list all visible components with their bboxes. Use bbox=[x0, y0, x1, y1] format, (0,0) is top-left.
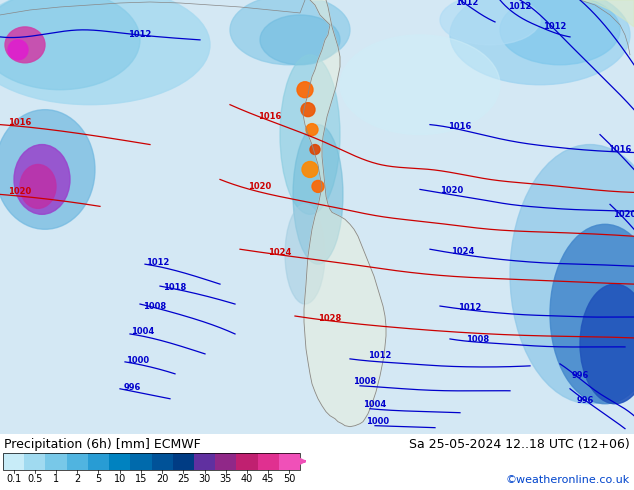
Text: 1000: 1000 bbox=[366, 417, 389, 426]
Ellipse shape bbox=[0, 0, 140, 90]
Bar bbox=[172, 453, 194, 470]
Polygon shape bbox=[580, 0, 634, 27]
Ellipse shape bbox=[285, 204, 325, 304]
Text: 1004: 1004 bbox=[131, 327, 155, 337]
Bar bbox=[88, 453, 109, 470]
Ellipse shape bbox=[310, 145, 320, 154]
Ellipse shape bbox=[280, 55, 340, 214]
Ellipse shape bbox=[580, 284, 634, 404]
Ellipse shape bbox=[312, 180, 324, 193]
Ellipse shape bbox=[293, 124, 343, 264]
Ellipse shape bbox=[450, 0, 630, 85]
Ellipse shape bbox=[14, 145, 70, 214]
Text: 996: 996 bbox=[576, 396, 593, 405]
Text: 1008: 1008 bbox=[353, 377, 377, 386]
Text: 1024: 1024 bbox=[268, 248, 292, 257]
Text: 10: 10 bbox=[113, 474, 126, 484]
Ellipse shape bbox=[550, 224, 634, 404]
Text: 1008: 1008 bbox=[467, 336, 489, 344]
Text: 1020: 1020 bbox=[249, 182, 271, 191]
Ellipse shape bbox=[440, 0, 540, 45]
Ellipse shape bbox=[0, 0, 210, 105]
Bar bbox=[67, 453, 88, 470]
Ellipse shape bbox=[230, 0, 350, 65]
Bar bbox=[152, 453, 172, 470]
Text: 1012: 1012 bbox=[455, 0, 479, 7]
Text: 1012: 1012 bbox=[146, 258, 170, 267]
Text: 1012: 1012 bbox=[368, 351, 392, 360]
Bar bbox=[130, 453, 152, 470]
Text: 1028: 1028 bbox=[318, 314, 342, 322]
Text: 35: 35 bbox=[219, 474, 232, 484]
Text: 2: 2 bbox=[74, 474, 81, 484]
Text: 996: 996 bbox=[123, 383, 141, 392]
Text: 1020: 1020 bbox=[441, 186, 463, 195]
Text: 50: 50 bbox=[283, 474, 295, 484]
Text: 1012: 1012 bbox=[508, 2, 532, 11]
Text: 25: 25 bbox=[177, 474, 190, 484]
Ellipse shape bbox=[20, 165, 56, 208]
Ellipse shape bbox=[301, 103, 315, 117]
Ellipse shape bbox=[297, 82, 313, 98]
Ellipse shape bbox=[5, 27, 45, 63]
Text: 1004: 1004 bbox=[363, 400, 387, 409]
Ellipse shape bbox=[260, 15, 340, 65]
Bar bbox=[257, 453, 279, 470]
Text: Precipitation (6h) [mm] ECMWF: Precipitation (6h) [mm] ECMWF bbox=[4, 438, 201, 451]
Text: ©weatheronline.co.uk: ©weatheronline.co.uk bbox=[506, 475, 630, 485]
Text: 1016: 1016 bbox=[448, 122, 472, 131]
Bar bbox=[236, 453, 257, 470]
Text: 0.1: 0.1 bbox=[6, 474, 21, 484]
Bar bbox=[279, 453, 300, 470]
Bar bbox=[46, 453, 67, 470]
Text: 1018: 1018 bbox=[164, 283, 186, 292]
Bar bbox=[3, 453, 300, 470]
Bar bbox=[109, 453, 130, 470]
Bar bbox=[215, 453, 236, 470]
Text: 45: 45 bbox=[262, 474, 275, 484]
Ellipse shape bbox=[306, 123, 318, 136]
Text: 1008: 1008 bbox=[143, 301, 167, 311]
Text: 1020: 1020 bbox=[613, 210, 634, 219]
Ellipse shape bbox=[510, 145, 634, 404]
Bar bbox=[3, 453, 24, 470]
Text: 1: 1 bbox=[53, 474, 59, 484]
Text: 20: 20 bbox=[156, 474, 168, 484]
Text: 1012: 1012 bbox=[458, 302, 482, 312]
Text: 1000: 1000 bbox=[126, 356, 150, 366]
Ellipse shape bbox=[302, 162, 318, 177]
Text: 1016: 1016 bbox=[8, 118, 32, 127]
Bar bbox=[194, 453, 215, 470]
Text: 1016: 1016 bbox=[258, 112, 281, 121]
Text: Sa 25-05-2024 12..18 UTC (12+06): Sa 25-05-2024 12..18 UTC (12+06) bbox=[410, 438, 630, 451]
Text: 1016: 1016 bbox=[608, 145, 631, 154]
Ellipse shape bbox=[8, 40, 28, 60]
Text: 15: 15 bbox=[134, 474, 147, 484]
Text: 30: 30 bbox=[198, 474, 210, 484]
Text: 1012: 1012 bbox=[128, 30, 152, 39]
Text: 1024: 1024 bbox=[451, 247, 475, 256]
Bar bbox=[24, 453, 46, 470]
Text: 1012: 1012 bbox=[543, 23, 567, 31]
Ellipse shape bbox=[340, 35, 500, 135]
Text: 996: 996 bbox=[571, 371, 589, 380]
Text: 0.5: 0.5 bbox=[27, 474, 42, 484]
Text: 5: 5 bbox=[95, 474, 101, 484]
Polygon shape bbox=[303, 0, 386, 427]
Ellipse shape bbox=[0, 110, 95, 229]
Ellipse shape bbox=[500, 0, 620, 65]
Text: 40: 40 bbox=[241, 474, 253, 484]
Text: 1020: 1020 bbox=[8, 187, 32, 196]
